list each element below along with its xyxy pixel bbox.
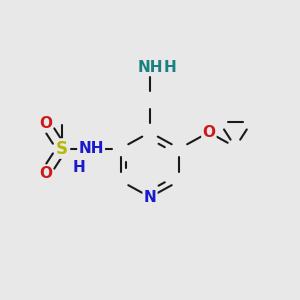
- Text: O: O: [39, 166, 52, 181]
- Text: NH: NH: [78, 141, 104, 156]
- Text: S: S: [56, 140, 68, 158]
- Text: NH: NH: [137, 60, 163, 75]
- Text: O: O: [39, 116, 52, 131]
- Text: N: N: [144, 190, 156, 205]
- Text: H: H: [163, 60, 176, 75]
- Text: H: H: [73, 160, 86, 175]
- Text: O: O: [202, 125, 215, 140]
